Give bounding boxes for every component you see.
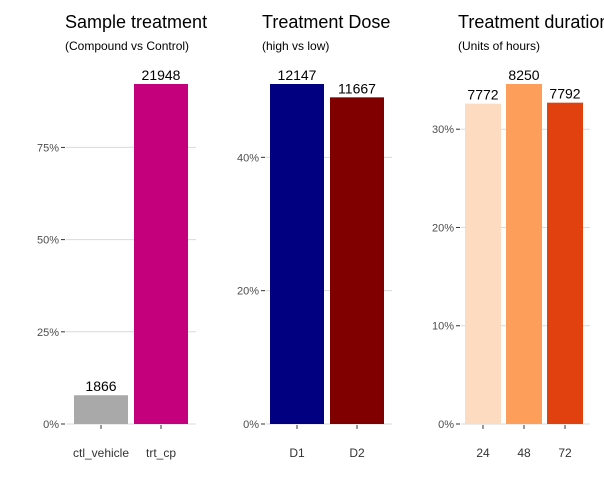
y-tick-label: 0% xyxy=(243,419,259,431)
chart-subtitle: (Compound vs Control) xyxy=(65,39,189,53)
bar-D1 xyxy=(270,84,324,424)
x-tick-label: D2 xyxy=(349,446,365,460)
x-tick-label: 72 xyxy=(558,446,572,460)
data-label: 21948 xyxy=(142,67,181,83)
data-label: 11667 xyxy=(338,80,376,96)
bar-72 xyxy=(547,102,583,424)
bar-24 xyxy=(465,103,501,425)
x-tick-label: trt_cp xyxy=(146,446,176,460)
chart-panel-2: 0% 20% 40% 12147 D1 11667 D2 Treatment Dose (hig… xyxy=(237,12,392,460)
y-tick-label: 25% xyxy=(37,327,59,339)
x-tick-label: D1 xyxy=(289,446,305,460)
y-tick-label: 40% xyxy=(237,152,259,164)
x-tick-label: ctl_vehicle xyxy=(73,446,129,460)
data-label: 7772 xyxy=(467,87,498,103)
chart-title: Treatment Dose xyxy=(262,12,390,32)
y-tick-label: 30% xyxy=(432,124,454,136)
chart-panel-1: 0% 25% 50% 75% 1866 ctl_vehicle 21948 trt_cp Sam… xyxy=(37,12,207,460)
bar-ctl_vehicle xyxy=(74,395,128,424)
y-tick-label: 50% xyxy=(37,235,59,247)
data-label: 1866 xyxy=(85,378,116,394)
y-tick-label: 20% xyxy=(237,286,259,298)
chart-panel-3: 0% 10% 20% 30% 7772 24 8250 48 7792 72 Treatment d… xyxy=(432,12,604,460)
data-label: 7792 xyxy=(549,86,580,102)
data-label: 8250 xyxy=(508,67,539,83)
bar-D2 xyxy=(330,97,384,424)
chart-title: Sample treatment xyxy=(65,12,207,32)
bar-trt_cp xyxy=(134,84,188,424)
chart-subtitle: (high vs low) xyxy=(262,39,329,53)
x-tick-label: 24 xyxy=(476,446,490,460)
chart-title: Treatment duration xyxy=(458,12,604,32)
y-tick-label: 10% xyxy=(432,321,454,333)
x-tick-label: 48 xyxy=(517,446,531,460)
y-tick-label: 20% xyxy=(432,222,454,234)
chart-subtitle: (Units of hours) xyxy=(458,39,540,53)
y-tick-label: 0% xyxy=(438,419,454,431)
data-label: 12147 xyxy=(278,67,317,83)
y-tick-label: 0% xyxy=(43,419,59,431)
bar-48 xyxy=(506,84,542,424)
y-tick-label: 75% xyxy=(37,142,59,154)
